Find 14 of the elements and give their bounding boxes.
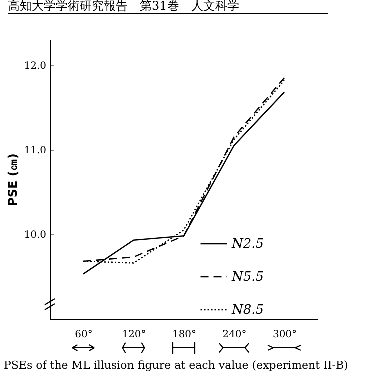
- x-tick-label: 120°: [122, 330, 146, 340]
- x-tick-label: 240°: [222, 330, 247, 340]
- y-axis-title: PSE (㎝): [6, 154, 20, 206]
- y-tick-label: 12.0: [24, 60, 46, 72]
- legend-label: N2.5: [231, 237, 264, 252]
- x-tick-label: 60°: [75, 330, 93, 340]
- text: 高知大学学術研究報告 第31巻 人文科学: [8, 0, 328, 14]
- x-tick-label: 180°: [172, 330, 197, 340]
- legend-label: N5.5: [231, 270, 264, 285]
- legend-label: N8.5: [231, 303, 264, 318]
- x-tick-label: 300°: [272, 330, 298, 340]
- y-tick-label: 10.0: [24, 230, 46, 241]
- y-tick-label: 11.0: [24, 145, 46, 156]
- text: PSEs of the ML illusion figure at each value (experiment II-B): [4, 359, 348, 372]
